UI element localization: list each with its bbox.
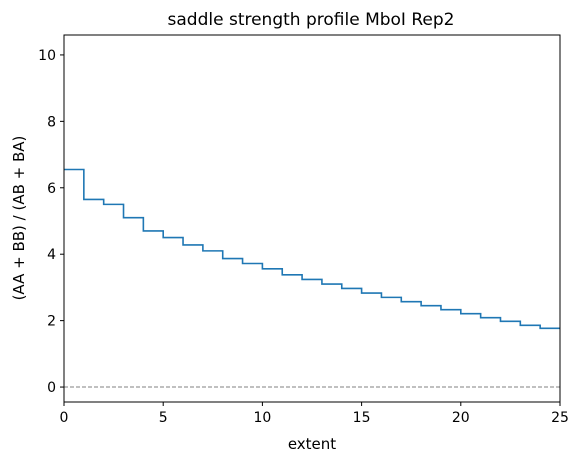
- x-tick-label: 10: [253, 410, 271, 426]
- plot-frame: [63, 34, 561, 403]
- chart-title: saddle strength profile MboI Rep2: [168, 10, 455, 30]
- x-tick-label: 5: [159, 410, 168, 426]
- y-tick-label: 0: [47, 380, 56, 396]
- y-tick-label: 6: [47, 181, 56, 197]
- x-tick-label: 0: [60, 410, 69, 426]
- y-tick-label: 4: [47, 247, 56, 263]
- y-tick-label: 8: [47, 114, 56, 130]
- x-tick-label: 20: [452, 410, 470, 426]
- y-tick-label: 10: [38, 48, 56, 64]
- series-line-0: [64, 168, 560, 330]
- x-axis-label: extent: [288, 435, 336, 453]
- y-tick-label: 2: [47, 314, 56, 330]
- x-tick-label: 15: [353, 410, 371, 426]
- x-tick-label: 25: [551, 410, 569, 426]
- y-axis-label: (AA + BB) / (AB + BA): [10, 136, 28, 301]
